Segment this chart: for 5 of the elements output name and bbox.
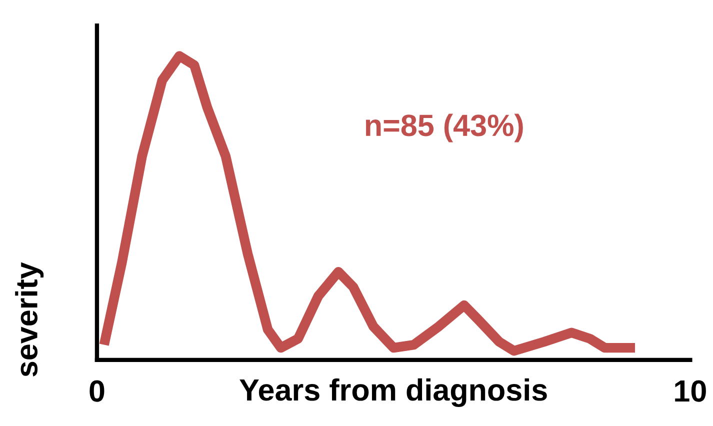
x-tick-label: 10 [675,380,706,402]
annotation: n=85 (43%) [366,114,523,142]
x-axis-title: Years from diagnosis [240,378,547,407]
y-axis-title: severity [15,262,44,377]
x-tick-label: 0 [90,380,104,402]
